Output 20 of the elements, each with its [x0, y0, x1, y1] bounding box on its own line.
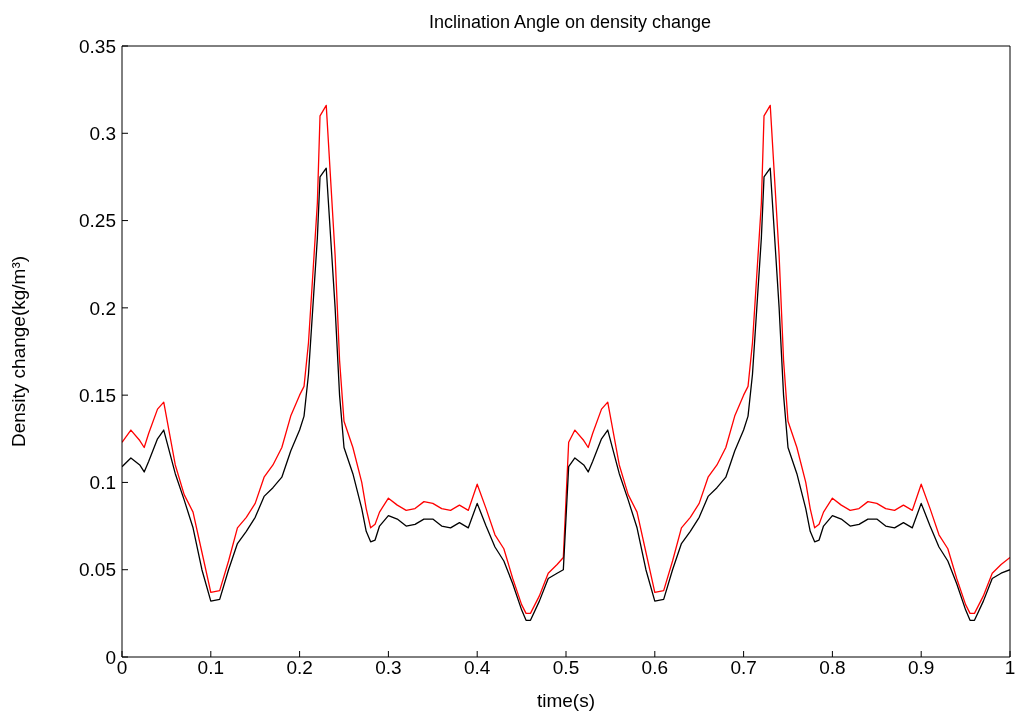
y-tick-label: 0.15 [79, 384, 116, 406]
x-tick-label: 0.8 [819, 657, 846, 679]
y-tick-label: 0.1 [89, 472, 116, 494]
x-tick-label: 0.2 [286, 657, 313, 679]
x-tick-label: 0.6 [641, 657, 669, 679]
x-tick-label: 0.4 [463, 657, 491, 679]
x-tick-label: 0.7 [730, 657, 757, 679]
x-tick-label: 0.1 [197, 657, 225, 679]
y-tick-label: 0.35 [79, 35, 116, 57]
y-axis-title: Density change(kg/m³) [7, 255, 29, 448]
y-tick-label: 0.05 [79, 559, 116, 581]
x-tick-label: 0.9 [907, 657, 935, 679]
x-tick-label: 0.5 [552, 657, 580, 679]
chart-title: Inclination Angle on density change [427, 12, 713, 33]
y-tick-label: 0.2 [89, 297, 116, 319]
x-axis-title: time(s) [536, 690, 596, 711]
x-tick-label: 1 [1004, 657, 1016, 679]
y-tick-label: 0.25 [79, 210, 116, 232]
y-tick-label: 0.3 [89, 123, 116, 145]
x-tick-label: 0.3 [375, 657, 402, 679]
